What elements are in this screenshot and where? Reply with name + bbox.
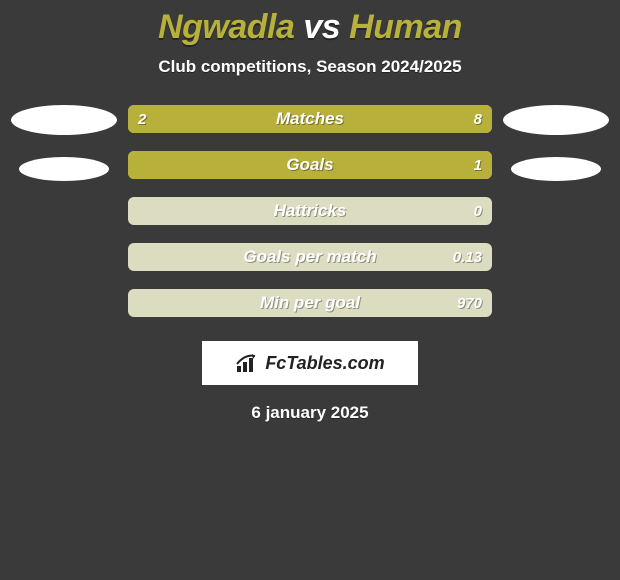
stat-bar: Goals1: [128, 151, 492, 179]
title-vs: vs: [303, 8, 340, 46]
bar-value-right: 0.13: [453, 243, 482, 271]
title-player2: Human: [349, 8, 462, 46]
logo-text: FcTables.com: [265, 353, 384, 374]
player-badge-ellipse: [503, 105, 609, 135]
bar-chart-icon: [235, 352, 259, 374]
title-player1: Ngwadla: [158, 8, 294, 46]
bar-label: Goals per match: [128, 243, 492, 271]
stats-bars-column: Matches2 8 Goals1 Hattricks0 Goals per match…: [120, 105, 500, 317]
logo-inner: FcTables.com: [235, 352, 384, 374]
bar-value-right: 970: [457, 289, 482, 317]
bar-label: Min per goal: [128, 289, 492, 317]
fctables-logo: FcTables.com: [202, 341, 418, 385]
bar-label: Matches: [128, 105, 492, 133]
stat-bar: Hattricks0: [128, 197, 492, 225]
bar-label: Hattricks: [128, 197, 492, 225]
stat-bar: Matches2 8: [128, 105, 492, 133]
stat-bar: Goals per match0.13: [128, 243, 492, 271]
bar-label: Goals: [128, 151, 492, 179]
left-ellipse-column: [8, 105, 120, 181]
bar-value-right: 0: [474, 197, 482, 225]
player-badge-ellipse: [11, 105, 117, 135]
right-ellipse-column: [500, 105, 612, 181]
player-badge-ellipse: [19, 157, 109, 181]
subtitle: Club competitions, Season 2024/2025: [0, 57, 620, 77]
bar-value-right: 1: [474, 151, 482, 179]
bar-value-left: 2: [138, 105, 146, 133]
player-badge-ellipse: [511, 157, 601, 181]
date-line: 6 january 2025: [0, 403, 620, 423]
page-title: Ngwadla vs Human: [0, 0, 620, 47]
bar-value-right: 8: [474, 105, 482, 133]
content-row: Matches2 8 Goals1 Hattricks0 Goals per match…: [0, 105, 620, 317]
stat-bar: Min per goal970: [128, 289, 492, 317]
